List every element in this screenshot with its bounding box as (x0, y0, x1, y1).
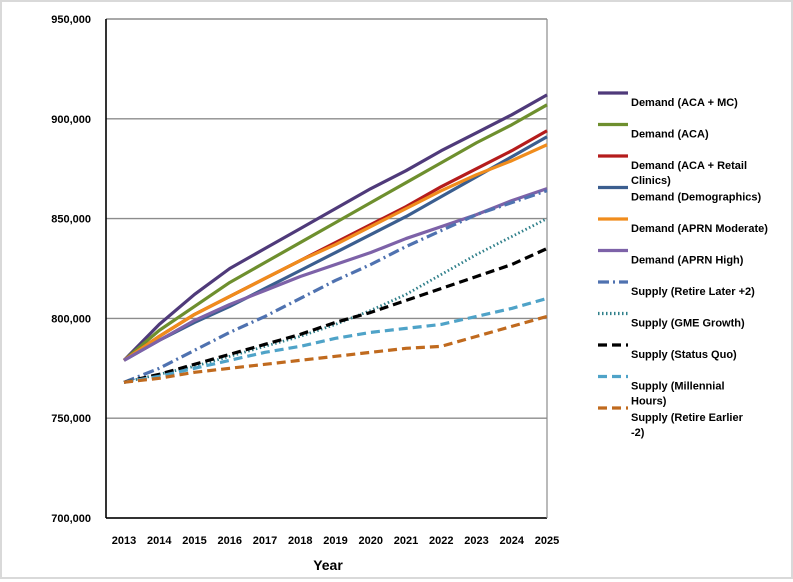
series-line-8 (123, 247, 548, 384)
y-tick-label: 800,000 (51, 313, 91, 325)
x-tick-label: 2024 (500, 535, 525, 547)
x-tick-label: 2016 (218, 535, 242, 547)
series-line-10 (123, 314, 548, 384)
x-tick-label: 2020 (359, 535, 383, 547)
y-tick-label: 900,000 (51, 114, 91, 126)
y-tick-label: 850,000 (51, 214, 91, 226)
series-line-0 (122, 93, 548, 362)
legend-label: Demand (ACA + Retail Clinics) (631, 160, 747, 187)
legend: Demand (ACA + MC) Demand (ACA) Demand (ACA… (598, 91, 768, 439)
axes (105, 19, 548, 519)
legend-label: Demand (APRN High) (631, 255, 744, 267)
series-lines (122, 93, 548, 384)
x-tick-label: 2018 (288, 535, 312, 547)
x-axis-label: Year (313, 557, 343, 573)
x-tick-label: 2015 (182, 535, 206, 547)
x-tick-label: 2021 (394, 535, 418, 547)
x-tick-label: 2025 (535, 535, 559, 547)
legend-label: Demand (ACA) (631, 129, 709, 141)
x-tick-label: 2014 (147, 535, 172, 547)
legend-label: Supply (Millennial Hours) (631, 381, 725, 408)
y-tick-label: 750,000 (51, 413, 91, 425)
y-tick-label: 700,000 (51, 513, 91, 525)
legend-label: Demand (Demographics) (631, 192, 762, 204)
x-tick-label: 2023 (464, 535, 488, 547)
series-line-1 (122, 103, 548, 362)
legend-label: Demand (APRN Moderate) (631, 223, 768, 235)
legend-label: Supply (Retire Earlier -2) (631, 412, 744, 439)
y-tick-label: 950,000 (51, 14, 91, 26)
y-tick-labels: 700,000 750,000 800,000 850,000 900,000 950,0… (51, 14, 91, 525)
x-tick-label: 2013 (112, 535, 136, 547)
x-tick-label: 2022 (429, 535, 453, 547)
series-line-9 (123, 296, 548, 384)
series-line-3 (123, 135, 548, 362)
legend-label: Supply (Retire Later +2) (631, 286, 755, 298)
series-line-4 (123, 143, 548, 362)
x-tick-labels: 2013 2014 2015 2016 2017 2018 2019 2020 2021 2022… (112, 535, 559, 547)
series-line-5 (123, 187, 548, 362)
x-tick-label: 2019 (323, 535, 347, 547)
legend-label: Demand (ACA + MC) (631, 97, 738, 109)
legend-label: Supply (GME Growth) (631, 318, 745, 330)
x-tick-label: 2017 (253, 535, 277, 547)
legend-label: Supply (Status Quo) (631, 349, 737, 361)
series-line-6 (123, 189, 548, 384)
series-line-7 (123, 217, 548, 384)
